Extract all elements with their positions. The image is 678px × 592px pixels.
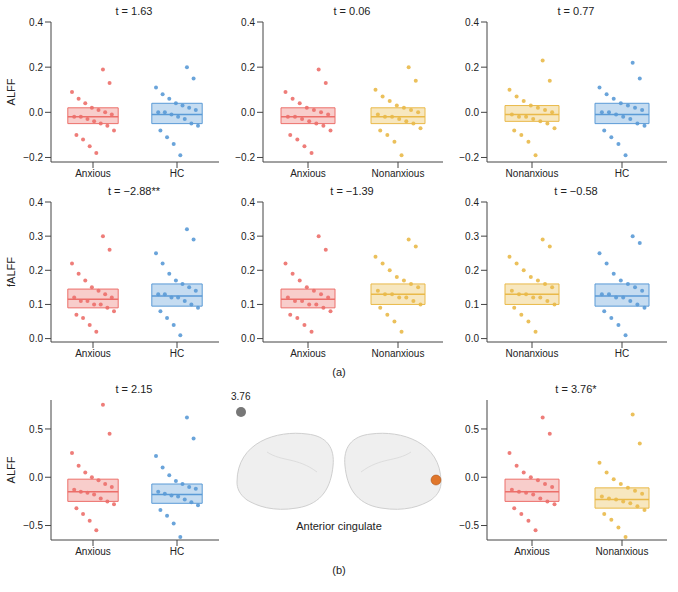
svg-text:ALFF: ALFF (5, 78, 17, 105)
html-text:(a): (a) (332, 366, 346, 378)
svg-text:0.4: 0.4 (241, 18, 255, 28)
svg-text:−0.5: −0.5 (459, 520, 479, 531)
svg-text:HC: HC (615, 348, 629, 359)
svg-text:0.1: 0.1 (465, 299, 479, 310)
svg-text:0.2: 0.2 (465, 265, 479, 276)
html-text:t = 0.77: t = 0.77 (557, 5, 595, 17)
html-text:t = −2.88**: t = −2.88** (108, 185, 160, 197)
svg-text:Anxious: Anxious (514, 546, 550, 557)
svg-text:0.2: 0.2 (29, 265, 43, 276)
svg-text:0.0: 0.0 (465, 107, 479, 118)
svg-text:0.0: 0.0 (465, 333, 479, 344)
svg-text:Nonanxious: Nonanxious (506, 348, 559, 359)
svg-text:Anxious: Anxious (290, 168, 326, 179)
svg-text:0.0: 0.0 (465, 472, 479, 483)
svg-text:3.76: 3.76 (231, 391, 251, 402)
svg-text:ALFF: ALFF (5, 456, 17, 483)
svg-text:Nonanxious: Nonanxious (506, 168, 559, 179)
svg-text:Nonanxious: Nonanxious (372, 168, 425, 179)
html-text:t = −1.39: t = −1.39 (330, 185, 374, 197)
svg-text:−0.2: −0.2 (235, 152, 255, 163)
svg-text:Anxious: Anxious (75, 546, 111, 557)
svg-text:0.0: 0.0 (29, 333, 43, 344)
svg-text:0.3: 0.3 (465, 231, 479, 242)
svg-text:−0.2: −0.2 (459, 152, 479, 163)
svg-text:HC: HC (615, 168, 629, 179)
svg-text:0.2: 0.2 (241, 62, 255, 73)
svg-text:fALFF: fALFF (5, 257, 17, 287)
svg-text:0.5: 0.5 (465, 424, 479, 435)
svg-text:HC: HC (170, 168, 184, 179)
svg-text:0.2: 0.2 (241, 265, 255, 276)
svg-text:Anterior cingulate: Anterior cingulate (296, 520, 382, 532)
svg-text:HC: HC (170, 546, 184, 557)
svg-text:−0.5: −0.5 (23, 520, 43, 531)
svg-text:0.4: 0.4 (29, 198, 43, 208)
svg-text:0.0: 0.0 (29, 107, 43, 118)
html-text:t = 3.76*: t = 3.76* (555, 383, 597, 395)
html-text:t = 2.15: t = 2.15 (115, 383, 153, 395)
svg-text:Anxious: Anxious (75, 348, 111, 359)
svg-text:0.4: 0.4 (29, 18, 43, 28)
svg-text:0.0: 0.0 (241, 333, 255, 344)
svg-text:Nonanxious: Nonanxious (596, 546, 649, 557)
svg-text:−0.2: −0.2 (23, 152, 43, 163)
html-text:t = 0.06: t = 0.06 (333, 5, 371, 17)
svg-text:0.3: 0.3 (29, 231, 43, 242)
svg-text:0.0: 0.0 (241, 107, 255, 118)
svg-text:0.4: 0.4 (241, 198, 255, 208)
svg-text:0.1: 0.1 (241, 299, 255, 310)
svg-text:Anxious: Anxious (290, 348, 326, 359)
svg-text:HC: HC (170, 348, 184, 359)
html-text:(b): (b) (332, 564, 346, 576)
svg-text:0.5: 0.5 (29, 424, 43, 435)
svg-text:0.2: 0.2 (29, 62, 43, 73)
svg-text:Anxious: Anxious (75, 168, 111, 179)
svg-text:0.4: 0.4 (465, 18, 479, 28)
svg-text:0.0: 0.0 (29, 472, 43, 483)
html-text:t = 1.63: t = 1.63 (115, 5, 153, 17)
svg-text:0.3: 0.3 (241, 231, 255, 242)
svg-text:0.2: 0.2 (465, 62, 479, 73)
svg-text:0.4: 0.4 (465, 198, 479, 208)
svg-text:0.1: 0.1 (29, 299, 43, 310)
html-text:t = −0.58: t = −0.58 (554, 185, 598, 197)
svg-text:Nonanxious: Nonanxious (372, 348, 425, 359)
